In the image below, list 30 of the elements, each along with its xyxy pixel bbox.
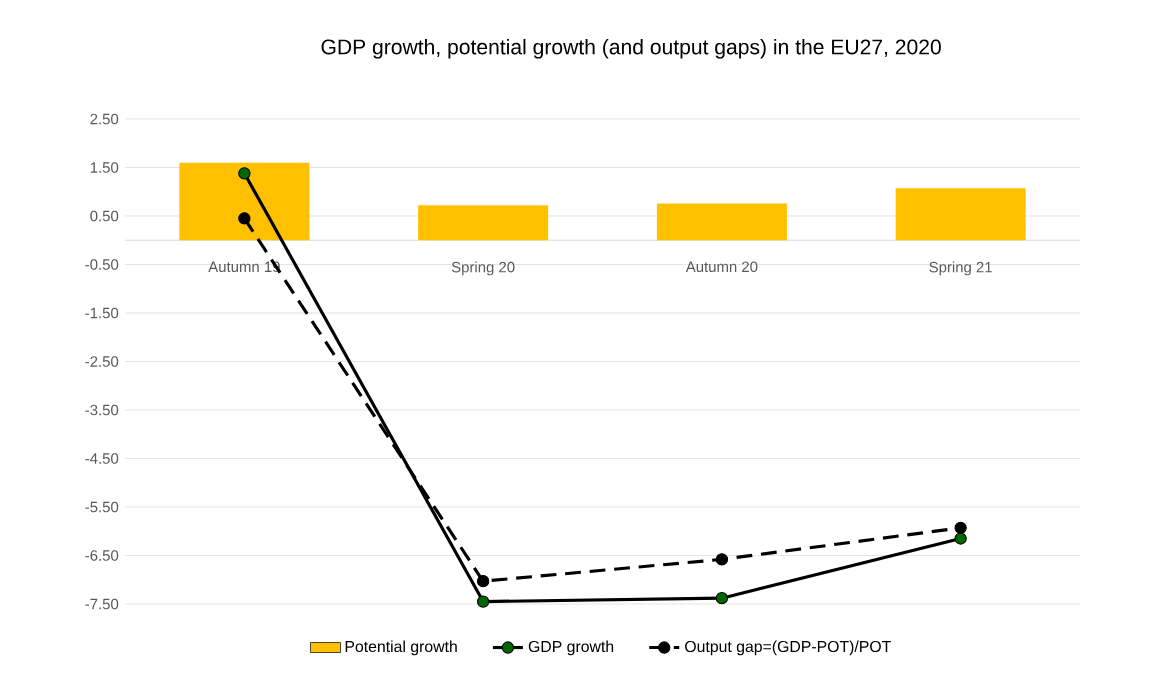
- y-tick-label: 2.50: [90, 113, 119, 125]
- y-tick-label: -6.50: [85, 550, 119, 561]
- x-tick-label: Autumn 20: [685, 261, 758, 273]
- legend-label: GDP growth: [528, 640, 614, 656]
- chart-title: GDP growth, potential growth (and output gaps) in the EU27, 2020: [321, 38, 941, 59]
- point: [476, 575, 490, 588]
- y-tick-label: -7.50: [85, 598, 119, 610]
- y-tick-label: -4.50: [85, 453, 119, 464]
- bar: [656, 203, 787, 241]
- point: [715, 553, 729, 566]
- bar: [418, 205, 549, 241]
- point: [954, 532, 967, 545]
- point: [238, 167, 251, 180]
- y-tick-label: 0.50: [90, 210, 119, 222]
- point: [715, 592, 729, 605]
- y-tick-label: 1.50: [90, 162, 119, 173]
- x-tick-label: Spring 20: [451, 261, 515, 276]
- x-tick-label: Spring 21: [929, 261, 992, 276]
- point: [954, 521, 967, 535]
- legend-label: Output gap=(GDP-POT)/POT: [685, 640, 891, 656]
- bar: [895, 188, 1026, 241]
- y-tick-label: -1.50: [85, 307, 119, 319]
- point: [476, 595, 490, 608]
- y-tick-label: -3.50: [85, 404, 119, 416]
- legend-label: Potential growth: [345, 640, 457, 656]
- point: [238, 212, 251, 225]
- y-tick-label: -0.50: [85, 259, 119, 270]
- bar: [179, 162, 310, 241]
- y-tick-label: -5.50: [85, 501, 119, 513]
- y-tick-label: -2.50: [85, 356, 119, 367]
